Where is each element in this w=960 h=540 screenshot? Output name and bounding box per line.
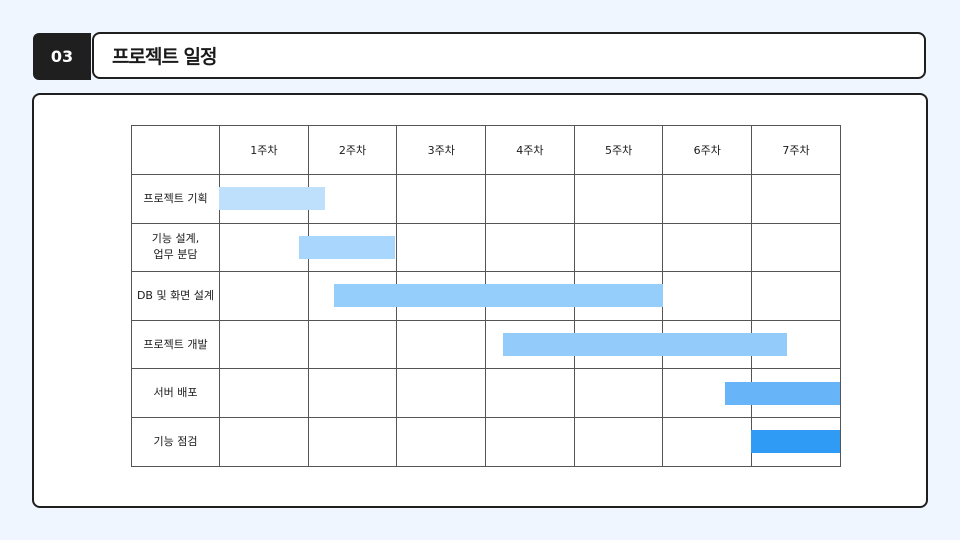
week-header: 6주차	[662, 125, 753, 175]
task-bar	[751, 430, 840, 454]
week-header: 4주차	[485, 125, 575, 175]
task-bar	[502, 332, 787, 356]
task-bar	[219, 186, 326, 210]
week-header: 2주차	[307, 125, 398, 175]
task-label: DB 및 화면 설계	[131, 271, 220, 321]
gantt-grid: 1주차 2주차 3주차 4주차 5주차 6주차 7주차 프로젝트 기획 기능 설…	[131, 125, 841, 467]
task-row: 기능 설계, 업무 분담	[131, 222, 841, 273]
gantt-chart: 1주차 2주차 3주차 4주차 5주차 6주차 7주차 프로젝트 기획 기능 설…	[131, 125, 841, 467]
section-number: 03	[50, 47, 74, 66]
week-header: 3주차	[396, 125, 487, 175]
task-bar	[298, 235, 395, 259]
week-header: 1주차	[219, 125, 309, 175]
week-header: 7주차	[751, 125, 841, 175]
title-bar: 프로젝트 일정	[92, 32, 926, 79]
task-row: 기능 점검	[131, 416, 841, 467]
page-title: 프로젝트 일정	[112, 46, 217, 68]
gantt-header-row: 1주차 2주차 3주차 4주차 5주차 6주차 7주차	[131, 125, 841, 175]
task-label: 기능 점검	[131, 416, 220, 467]
section-number-badge: 03	[33, 33, 91, 80]
task-bar	[724, 381, 840, 405]
task-label: 서버 배포	[131, 368, 220, 418]
corner-cell	[131, 125, 220, 175]
task-label: 프로젝트 개발	[131, 319, 220, 370]
task-bar	[334, 284, 663, 308]
task-label: 프로젝트 기획	[131, 174, 220, 224]
task-label: 기능 설계, 업무 분담	[131, 222, 220, 273]
week-header: 5주차	[573, 125, 664, 175]
